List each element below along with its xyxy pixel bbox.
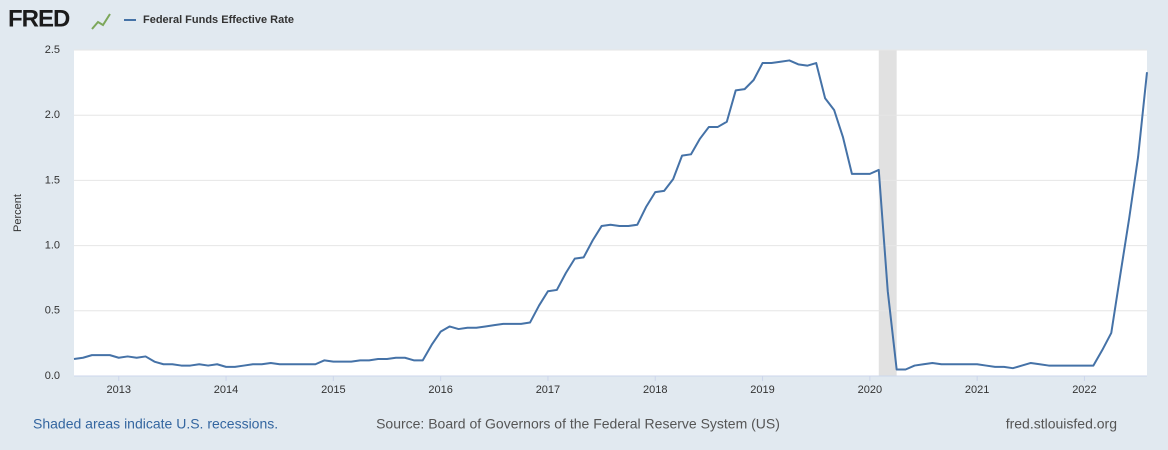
y-tick-label: 2.0 (45, 109, 60, 121)
site-link[interactable]: fred.stlouisfed.org (1006, 416, 1117, 432)
y-axis-label: Percent (12, 194, 24, 232)
y-tick-label: 1.5 (45, 174, 60, 186)
y-tick-label: 0.0 (45, 370, 60, 382)
x-tick-label: 2022 (1072, 384, 1096, 396)
logo-icon (91, 13, 111, 30)
plot-area (74, 50, 1147, 376)
recession-note[interactable]: Shaded areas indicate U.S. recessions. (33, 416, 278, 432)
x-tick-label: 2015 (321, 384, 345, 396)
x-tick-label: 2013 (107, 384, 131, 396)
x-tick-label: 2020 (858, 384, 882, 396)
x-tick-label: 2018 (643, 384, 667, 396)
source: Source: Board of Governors of the Federa… (376, 416, 780, 432)
y-tick-label: 2.5 (45, 44, 60, 56)
legend-label: Federal Funds Effective Rate (143, 14, 294, 26)
x-tick-label: 2019 (750, 384, 774, 396)
recession-band (878, 50, 897, 376)
data-line (73, 59, 1148, 371)
x-tick-label: 2016 (428, 384, 452, 396)
y-tick-label: 1.0 (45, 240, 60, 252)
y-tick-label: 0.5 (45, 305, 60, 317)
x-tick-label: 2017 (536, 384, 560, 396)
x-tick-label: 2021 (965, 384, 989, 396)
x-tick-label: 2014 (214, 384, 238, 396)
logo[interactable]: FRED (8, 5, 71, 32)
